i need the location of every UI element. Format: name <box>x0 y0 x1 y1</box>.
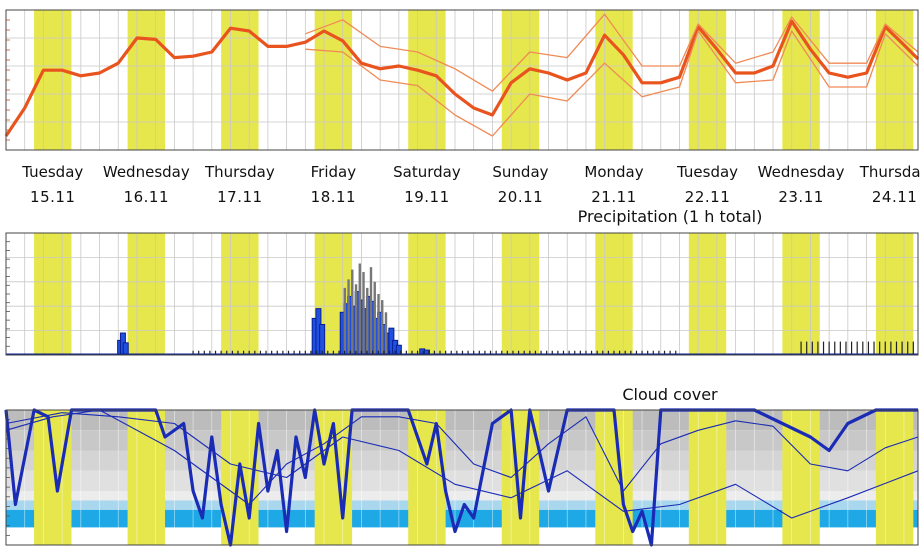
precipitation-bar-max <box>343 287 347 355</box>
precipitation-bar-max <box>384 312 388 355</box>
daytime-band <box>595 233 633 355</box>
temperature-main-line <box>4 19 920 137</box>
precipitation-bar-max <box>362 272 365 355</box>
temperature-lower-line <box>305 30 919 137</box>
precipitation-bar <box>122 342 129 356</box>
daytime-band <box>501 10 540 150</box>
day-name-label: Saturday <box>393 163 461 181</box>
daytime-band <box>875 410 914 545</box>
precipitation-title: Precipitation (1 h total) <box>578 207 763 226</box>
day-name-label: Sunday <box>492 163 548 181</box>
precipitation-bar-max <box>377 294 380 355</box>
cloud-cover-title: Cloud cover <box>622 385 718 404</box>
temperature-upper-line <box>305 13 919 92</box>
daytime-band <box>34 233 72 355</box>
daytime-band <box>127 233 166 355</box>
day-date-label: 23.11 <box>778 188 823 206</box>
daytime-band <box>221 233 259 355</box>
daytime-band <box>595 410 633 545</box>
day-name-label: Monday <box>584 163 643 181</box>
day-name-label: Thursday <box>859 163 920 181</box>
daytime-band <box>782 410 820 545</box>
daytime-band <box>127 10 166 150</box>
precipitation-bar-max <box>369 267 373 355</box>
day-date-label: 17.11 <box>217 188 262 206</box>
cloud-layer-mid <box>6 500 918 510</box>
daytime-band <box>595 10 633 150</box>
day-date-label: 16.11 <box>124 188 169 206</box>
daytime-band <box>501 410 540 545</box>
precipitation-bar-max <box>381 300 384 355</box>
daytime-band <box>408 233 446 355</box>
day-date-label: 24.11 <box>872 188 917 206</box>
precipitation-bar-max <box>351 269 354 355</box>
precipitation-bar-max <box>358 263 361 355</box>
cloud-cover-member-line <box>5 412 919 519</box>
cloud-layer-gap <box>6 491 918 501</box>
day-date-label: 21.11 <box>591 188 636 206</box>
daytime-band <box>127 410 166 545</box>
day-name-label: Wednesday <box>758 163 845 181</box>
day-date-label: 22.11 <box>685 188 730 206</box>
day-name-label: Wednesday <box>103 163 190 181</box>
precipitation-panel <box>5 232 919 356</box>
precipitation-bar-max <box>373 281 376 355</box>
cloud-cover-member-line <box>5 409 919 506</box>
day-date-label: 20.11 <box>498 188 543 206</box>
daytime-band <box>314 10 353 150</box>
panel-border <box>5 9 919 151</box>
cloud-cover-panel <box>4 408 919 547</box>
precipitation-bar-max <box>366 287 369 355</box>
daytime-band <box>688 233 727 355</box>
daytime-band <box>501 233 540 355</box>
day-name-label: Tuesday <box>21 163 83 181</box>
day-name-label: Friday <box>311 163 357 181</box>
panel-border <box>5 409 919 546</box>
precipitation-bar-max <box>354 284 358 355</box>
daytime-band <box>688 410 727 545</box>
day-date-label: 18.11 <box>311 188 356 206</box>
daytime-band <box>34 410 72 545</box>
daytime-band <box>782 233 820 355</box>
precipitation-bar <box>319 324 326 356</box>
precipitation-bar-max <box>347 279 350 355</box>
day-date-label: 15.11 <box>30 188 75 206</box>
temperature-panel <box>4 9 920 151</box>
day-date-label: 19.11 <box>404 188 449 206</box>
day-name-label: Thursday <box>204 163 275 181</box>
day-name-label: Tuesday <box>676 163 738 181</box>
day-labels: Tuesday 15.11 Wednesday 16.11 Thursday 17.11 F… <box>21 163 920 206</box>
daytime-band <box>875 233 914 355</box>
panel-border <box>5 232 919 356</box>
